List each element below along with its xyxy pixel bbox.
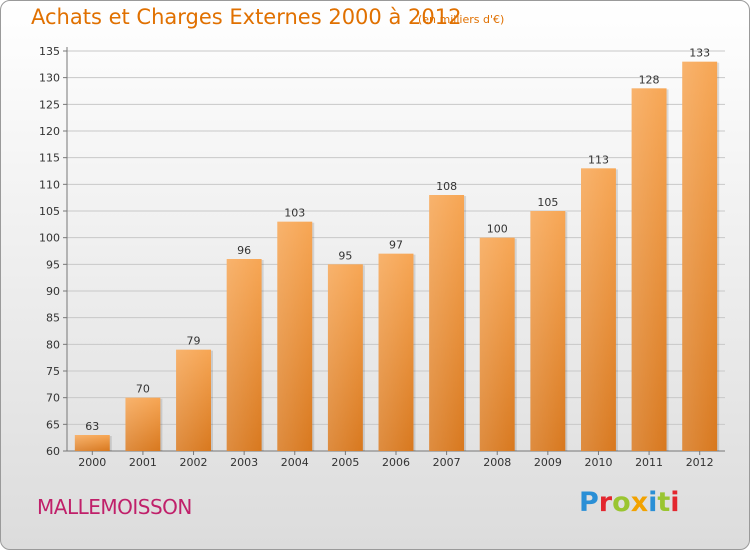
x-tick-label: 2012 <box>686 456 714 469</box>
bar-highlight <box>125 397 161 451</box>
bar-highlight <box>631 88 667 451</box>
x-tick-label: 2000 <box>78 456 106 469</box>
data-label: 105 <box>537 196 558 209</box>
x-tick-label: 2002 <box>180 456 208 469</box>
brand-letter: P <box>579 487 599 518</box>
x-tick-label: 2008 <box>483 456 511 469</box>
data-label: 133 <box>689 47 710 60</box>
y-tick-label: 115 <box>39 152 60 165</box>
city-name: MALLEMOISSON <box>37 495 192 519</box>
x-tick-label: 2005 <box>331 456 359 469</box>
x-tick-label: 2009 <box>534 456 562 469</box>
y-tick-label: 75 <box>46 365 60 378</box>
data-label: 95 <box>338 249 352 262</box>
x-tick-label: 2007 <box>433 456 461 469</box>
brand-letter: r <box>598 487 613 518</box>
brand-letter: i <box>670 487 680 518</box>
y-tick-label: 80 <box>46 338 60 351</box>
bar-highlight <box>530 211 566 451</box>
chart-title: Achats et Charges Externes 2000 à 2012 <box>31 5 462 29</box>
data-label: 100 <box>487 223 508 236</box>
brand-letter: t <box>657 487 671 518</box>
bar-highlight <box>378 253 414 451</box>
x-tick-label: 2001 <box>129 456 157 469</box>
data-label: 108 <box>436 180 457 193</box>
bar-highlight <box>682 61 718 452</box>
y-tick-label: 90 <box>46 285 60 298</box>
bar-highlight <box>226 259 262 451</box>
y-tick-label: 100 <box>39 232 60 245</box>
brand-logo: Proxiti <box>579 487 680 518</box>
y-tick-label: 85 <box>46 312 60 325</box>
data-label: 79 <box>187 335 201 348</box>
bar-layer <box>74 61 720 452</box>
bar-highlight <box>479 237 515 451</box>
y-tick-label: 65 <box>46 418 60 431</box>
data-label: 113 <box>588 153 609 166</box>
x-tick-label: 2004 <box>281 456 309 469</box>
y-tick-label: 105 <box>39 205 60 218</box>
y-tick-label: 95 <box>46 258 60 271</box>
data-label: 128 <box>639 73 660 86</box>
label-layer: 60 65 70 75 80 85 90 95 100 105 110 115 120 125 130 135… <box>39 45 714 469</box>
bar-highlight <box>277 221 313 451</box>
brand-letter: o <box>612 487 631 518</box>
data-label: 97 <box>389 239 403 252</box>
x-tick-label: 2011 <box>635 456 663 469</box>
y-tick-label: 70 <box>46 392 60 405</box>
brand-letter: i <box>648 487 658 518</box>
x-tick-label: 2010 <box>584 456 612 469</box>
bar-highlight <box>580 168 616 452</box>
x-tick-label: 2003 <box>230 456 258 469</box>
y-tick-label: 130 <box>39 72 60 85</box>
bar-highlight <box>327 264 363 451</box>
y-tick-label: 120 <box>39 125 60 138</box>
bar-highlight <box>74 435 110 451</box>
bar-highlight <box>176 349 212 451</box>
brand-letter: x <box>630 487 649 518</box>
y-tick-label: 135 <box>39 45 60 58</box>
bar-highlight <box>429 195 465 451</box>
y-tick-label: 125 <box>39 98 60 111</box>
data-label: 103 <box>284 207 305 220</box>
y-tick-label: 110 <box>39 178 60 191</box>
x-tick-label: 2006 <box>382 456 410 469</box>
y-tick-label: 60 <box>46 445 60 458</box>
data-label: 70 <box>136 383 150 396</box>
chart-subtitle: (en milliers d'€) <box>418 13 505 26</box>
data-label: 96 <box>237 244 251 257</box>
data-label: 63 <box>85 420 99 433</box>
